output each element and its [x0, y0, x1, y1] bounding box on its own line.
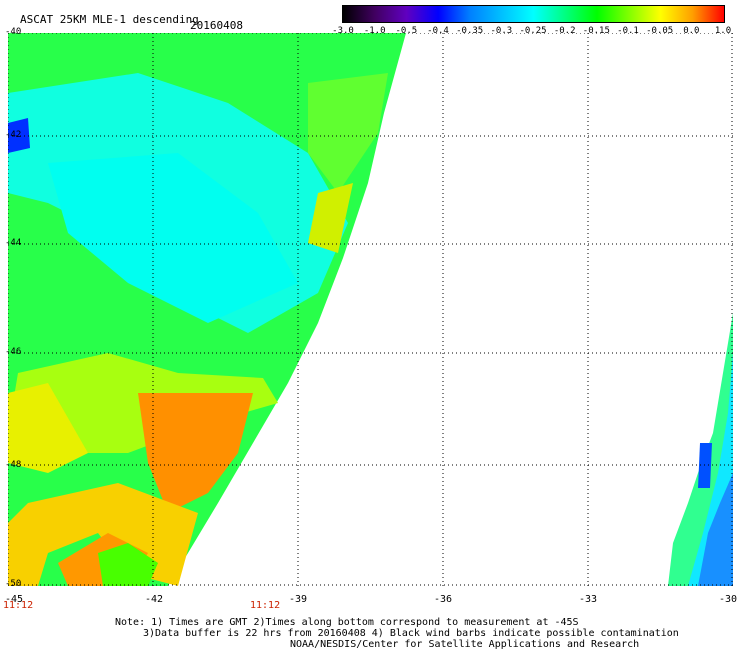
colorbar-tick-label: -0.3 [490, 26, 513, 36]
lat-label: -48 [5, 460, 22, 470]
lat-label: -50 [5, 579, 22, 589]
time-label: 11:12 [3, 600, 34, 611]
footnote-line-3: NOAA/NESDIS/Center for Satellite Applica… [290, 639, 640, 650]
colorbar-tick-label: -0.2 [553, 26, 576, 36]
lon-label: -42 [144, 594, 164, 605]
lat-lon-grid [8, 33, 733, 586]
swath-left [8, 33, 406, 586]
colorbar-tick-label: -0.4 [427, 26, 449, 36]
colorbar-tick-label: -0.15 [582, 26, 610, 36]
lat-label: -42 [5, 130, 22, 140]
colorbar-tick-label: -0.25 [519, 26, 547, 36]
lon-label: -39 [288, 594, 308, 605]
map-title: ASCAT 25KM MLE-1 descending [20, 13, 199, 26]
colorbar-tick-label: -3.0 [332, 26, 354, 36]
colorbar-tick-label: -0.35 [456, 26, 484, 36]
swath-right [668, 313, 733, 586]
colorbar-tick-label: 1.0 [714, 26, 732, 36]
lon-label: -30 [718, 594, 738, 605]
time-label: 11:12 [250, 600, 281, 611]
colorbar-tick-label: 0.0 [683, 26, 700, 36]
map-date: 20160408 [190, 19, 243, 32]
lat-label: -44 [5, 238, 22, 248]
lon-label: -33 [578, 594, 598, 605]
colorbar-tick-label: -0.1 [617, 26, 639, 36]
lon-label: -45 [4, 594, 24, 605]
colorbar-tick-label: -0.5 [395, 26, 418, 36]
lon-label: -36 [433, 594, 453, 605]
colorbar [342, 5, 725, 23]
colorbar-tick-label: -0.05 [646, 26, 674, 36]
footnote-line-2: 3)Data buffer is 22 hrs from 20160408 4)… [143, 628, 679, 639]
footnote-line-1: Note: 1) Times are GMT 2)Times along bot… [115, 617, 579, 628]
lat-label: -46 [5, 347, 22, 357]
swath-map [8, 33, 733, 586]
lat-label: -40 [5, 27, 22, 37]
colorbar-tick-label: -1.0 [363, 26, 386, 36]
